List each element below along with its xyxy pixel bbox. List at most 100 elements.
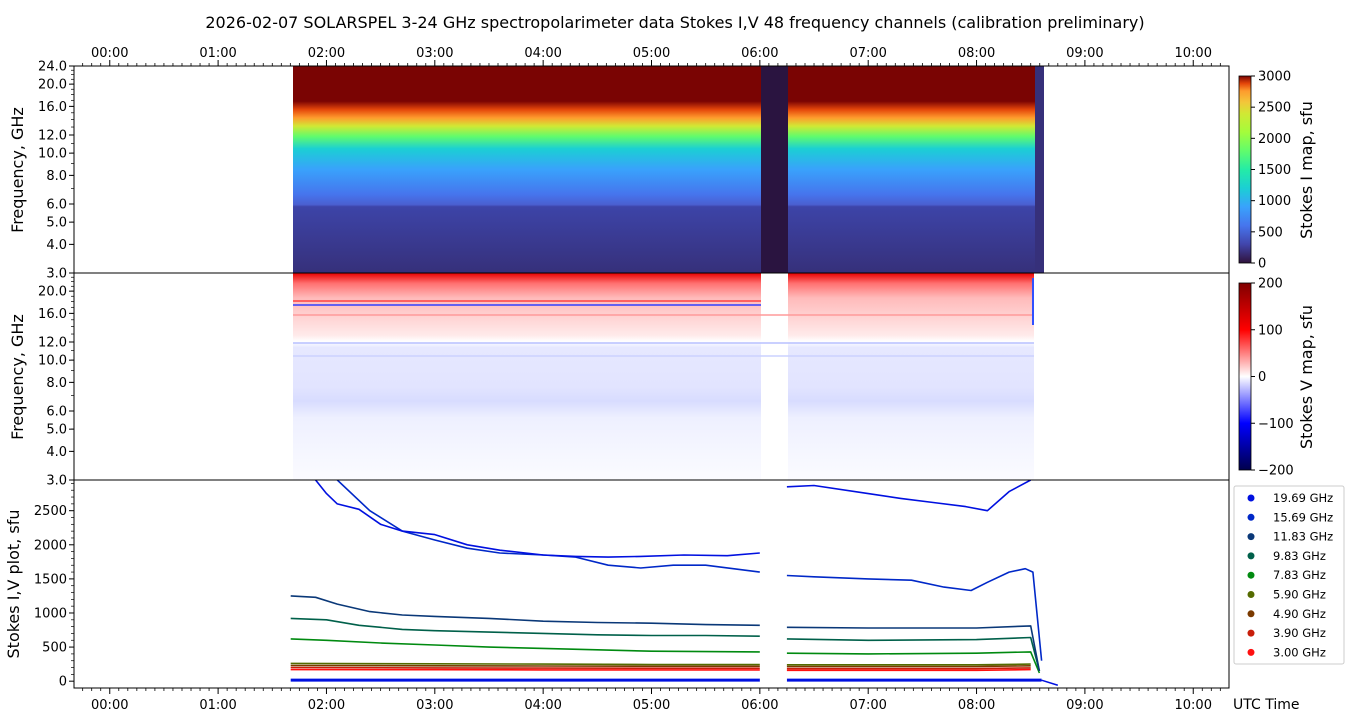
- y-tick-label: 5.0: [46, 423, 67, 438]
- stokes-v-spectrum: [293, 273, 761, 480]
- colorbar-tick-label: 1000: [1258, 194, 1291, 209]
- x-tick-label: 04:00: [524, 698, 561, 713]
- legend: 19.69 GHz 15.69 GHz 11.83 GHz 9.83 GHz 7.83 …: [1233, 485, 1345, 665]
- y-axis-label: Stokes I,V plot, sfu: [4, 510, 23, 659]
- series-line: [786, 567, 1043, 661]
- legend-marker: [1247, 494, 1255, 502]
- legend-marker: [1247, 591, 1255, 598]
- colorbar-tick-label: 2000: [1258, 132, 1291, 147]
- x-tick-label: 05:00: [633, 698, 670, 713]
- y-axis-label: Frequency, GHz: [8, 314, 27, 440]
- y-tick-label: 3.0: [46, 474, 67, 489]
- y-tick-label: 4.0: [46, 238, 67, 253]
- colorbar-v-ticks: −200 −100 0 100 200: [1251, 277, 1294, 479]
- series-line: [336, 480, 760, 573]
- legend-label: 3.90 GHz: [1273, 626, 1326, 640]
- y-tick-label: 10.0: [38, 147, 67, 162]
- x-tick-label: 00:00: [91, 46, 128, 61]
- colorbar-tick-label: −100: [1258, 417, 1294, 432]
- y-tick-label: 2000: [34, 538, 67, 553]
- frequency-axis: 3.0 4.0 5.0 6.0 8.0 10.0 12.0 16.0 20.0 24.0: [38, 60, 74, 282]
- x-tick-label: 07:00: [849, 46, 886, 61]
- y-tick-label: 12.0: [38, 129, 67, 144]
- y-tick-label: 16.0: [38, 100, 67, 115]
- stokes-v-spectrum: [788, 273, 1034, 480]
- colorbar-i-label: Stokes I map, sfu: [1297, 101, 1316, 239]
- colorbar-tick-label: 200: [1258, 277, 1283, 292]
- legend-label: 15.69 GHz: [1273, 510, 1333, 524]
- legend-marker: [1247, 648, 1255, 656]
- x-tick-label: 10:00: [1175, 698, 1212, 713]
- y-tick-label: 1500: [34, 572, 67, 587]
- series-line: [786, 636, 1041, 672]
- legend-marker: [1247, 533, 1255, 541]
- x-tick-label: 03:00: [416, 698, 453, 713]
- x-tick-label: 00:00: [91, 698, 128, 713]
- y-tick-label: 2500: [34, 504, 67, 519]
- series-line: [786, 668, 1031, 672]
- y-tick-label: 6.0: [46, 405, 67, 420]
- series-line: [786, 651, 1041, 674]
- series-line: [290, 664, 760, 667]
- series-line: [786, 665, 1031, 668]
- legend-label: 4.90 GHz: [1273, 607, 1326, 621]
- series-line: [786, 663, 1031, 666]
- stokes-i-map-panel: 00:00 01:00 02:00 03:00 04:00 05:00 06:00 07:00…: [8, 46, 1316, 282]
- y-tick-label: 8.0: [46, 376, 67, 391]
- colorbar-tick-label: 2500: [1258, 101, 1291, 116]
- legend-frame: [1233, 485, 1345, 665]
- legend-marker: [1247, 629, 1255, 637]
- legend-marker: [1247, 610, 1255, 618]
- legend-label: 5.90 GHz: [1273, 588, 1326, 602]
- x-axis-label: UTC Time: [1233, 697, 1299, 713]
- top-time-axis: 00:00 01:00 02:00 03:00 04:00 05:00 06:00 07:00…: [82, 46, 1221, 66]
- x-tick-label: 05:00: [633, 46, 670, 61]
- x-tick-label: 10:00: [1175, 46, 1212, 61]
- y-tick-label: 10.0: [38, 354, 67, 369]
- y-tick-label: 12.0: [38, 336, 67, 351]
- series-line: [290, 617, 760, 637]
- y-tick-label: 500: [42, 641, 67, 656]
- series-line: [786, 667, 1031, 670]
- legend-label: 7.83 GHz: [1273, 568, 1326, 582]
- series-line: [290, 662, 760, 666]
- data-gap-block: [761, 66, 788, 273]
- colorbar-tick-label: 3000: [1258, 70, 1291, 85]
- legend-label: 11.83 GHz: [1273, 530, 1333, 544]
- stokes-i-spectrum: [788, 66, 1035, 273]
- y-tick-label: 6.0: [46, 198, 67, 213]
- figure-title: 2026-02-07 SOLARSPEL 3-24 GHz spectropol…: [205, 13, 1144, 32]
- y-tick-label: 1000: [34, 606, 67, 621]
- colorbar-tick-label: −200: [1258, 464, 1294, 479]
- x-tick-label: 07:00: [849, 698, 886, 713]
- x-tick-label: 06:00: [741, 698, 778, 713]
- series-line: [290, 638, 760, 653]
- legend-marker: [1247, 571, 1255, 579]
- series-line: [290, 666, 760, 669]
- x-tick-label: 01:00: [199, 698, 236, 713]
- y-tick-label: 24.0: [38, 60, 67, 75]
- stokes-iv-plot-panel: 00:00 01:00 02:00 03:00 04:00 05:00 06:00 07:00…: [4, 479, 1345, 713]
- y-tick-label: 20.0: [38, 285, 67, 300]
- x-tick-label: 03:00: [416, 46, 453, 61]
- legend-marker: [1247, 552, 1255, 560]
- colorbar-v: [1238, 282, 1252, 471]
- stokes-i-spectrum: [293, 66, 761, 273]
- series-line: [786, 625, 1041, 672]
- v-baseline-line: [1041, 679, 1059, 686]
- stokes-v-map-panel: 3.0 4.0 5.0 6.0 8.0 10.0 12.0 16.0 20.0 Frequenc…: [8, 272, 1316, 489]
- x-tick-label: 02:00: [308, 698, 345, 713]
- x-tick-label: 01:00: [199, 46, 236, 61]
- y-tick-label: 4.0: [46, 445, 67, 460]
- x-tick-label: 09:00: [1066, 46, 1103, 61]
- x-tick-label: 09:00: [1066, 698, 1103, 713]
- series-line: [786, 480, 1032, 512]
- colorbar-tick-label: 1500: [1258, 163, 1291, 178]
- series-line: [290, 595, 760, 627]
- x-tick-label: 08:00: [958, 698, 995, 713]
- colorbar-tick-label: 500: [1258, 225, 1283, 240]
- flux-axis: 0 500 1000 1500 2000 2500: [34, 483, 74, 690]
- x-tick-label: 02:00: [308, 46, 345, 61]
- y-tick-label: 16.0: [38, 307, 67, 322]
